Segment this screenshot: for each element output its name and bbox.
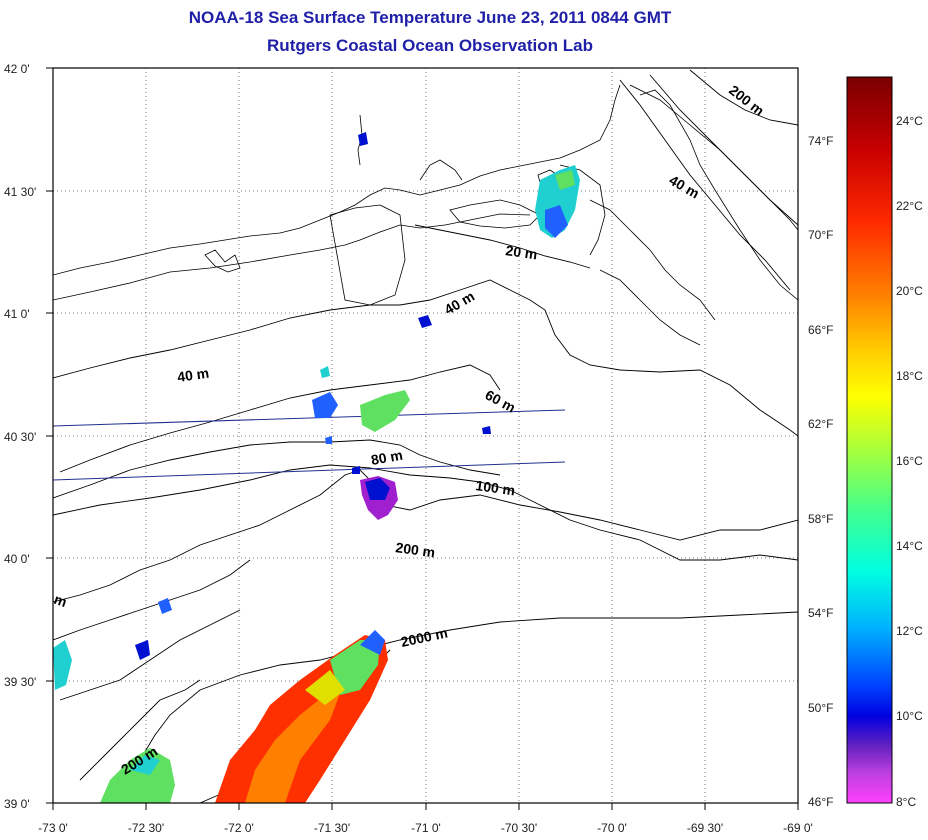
contour-label-100m: 100 m — [475, 477, 517, 498]
x-tick-label: -69 0' — [783, 821, 813, 835]
contour-label-40m-b: 40 m — [176, 365, 210, 385]
y-tick-label: 40 30' — [4, 430, 36, 444]
satellite-swath-lines — [53, 409, 566, 481]
y-tick-label: 40 0' — [4, 552, 30, 566]
x-axis-labels: -73 0' -72 30' -72 0' -71 30' -71 0' -70… — [38, 821, 813, 835]
y-axis-labels: 42 0' 41 30' 41 0' 40 30' 40 0' 39 30' 3… — [4, 62, 36, 811]
colorbar-celsius-label: 14°C — [896, 539, 923, 553]
contour-label-m-west: m — [52, 591, 69, 610]
colorbar-fahrenheit-label: 74°F — [808, 134, 833, 148]
x-tick-label: -72 30' — [128, 821, 164, 835]
contour-canyon — [79, 679, 201, 781]
axis-ticks — [46, 67, 799, 810]
colorbar-fahrenheit-labels: 74°F 70°F 66°F 62°F 58°F 54°F 50°F 46°F — [808, 134, 833, 809]
y-tick-label: 41 30' — [4, 185, 36, 199]
contour-label-200m: 200 m — [395, 539, 437, 560]
x-tick-label: -70 30' — [501, 821, 537, 835]
colorbar-celsius-label: 24°C — [896, 114, 923, 128]
contour-label-20m: 20 m — [505, 242, 539, 262]
y-tick-label: 42 0' — [4, 62, 30, 76]
colorbar-fahrenheit-label: 62°F — [808, 417, 833, 431]
contour-100m — [53, 464, 798, 561]
colorbar-fahrenheit-label: 54°F — [808, 606, 833, 620]
x-tick-label: -72 0' — [224, 821, 254, 835]
bathymetry-contours — [53, 69, 798, 803]
sst-patches — [53, 132, 580, 803]
x-tick-label: -73 0' — [38, 821, 68, 835]
contour-40m-north — [53, 279, 798, 437]
colorbar-celsius-label: 8°C — [896, 795, 916, 809]
colorbar-scale — [846, 76, 893, 804]
sst-patch-west-edge — [53, 640, 72, 690]
colorbar: 24°C 22°C 20°C 18°C 16°C 14°C 12°C 10°C … — [808, 76, 923, 809]
chart-subtitle: Rutgers Coastal Ocean Observation Lab — [267, 36, 593, 55]
contour-label-gom-200m: 200 m — [726, 82, 767, 119]
colorbar-fahrenheit-label: 58°F — [808, 512, 833, 526]
contour-200m-sw — [53, 559, 251, 641]
colorbar-celsius-label: 10°C — [896, 709, 923, 723]
sst-patch-mid — [360, 390, 410, 432]
y-tick-label: 39 30' — [4, 675, 36, 689]
colorbar-celsius-label: 16°C — [896, 454, 923, 468]
contour-label-2000m: 2000 m — [399, 624, 449, 650]
contour-label-group: 200 m 40 m 20 m 40 m 40 m 60 m 80 m 100 … — [52, 82, 767, 778]
contour-label-40m-a: 40 m — [442, 288, 478, 318]
x-tick-label: -71 0' — [411, 821, 441, 835]
contour-label-gom-40m: 40 m — [667, 172, 703, 202]
contour-80m — [53, 439, 501, 499]
colorbar-celsius-label: 20°C — [896, 284, 923, 298]
contour-label-80m: 80 m — [370, 447, 404, 468]
contour-label-60m: 60 m — [483, 387, 519, 416]
contour-20m — [414, 224, 591, 269]
x-tick-label: -69 30' — [687, 821, 723, 835]
y-tick-label: 39 0' — [4, 797, 30, 811]
colorbar-celsius-label: 22°C — [896, 199, 923, 213]
contour-gom-40 — [619, 79, 791, 291]
contour-gom-200 — [649, 74, 798, 226]
contour-200m — [53, 469, 798, 603]
contour-gom-2 — [689, 69, 798, 126]
colorbar-fahrenheit-label: 50°F — [808, 701, 833, 715]
x-tick-label: -70 0' — [597, 821, 627, 835]
contour-2000m — [119, 611, 798, 791]
colorbar-celsius-labels: 24°C 22°C 20°C 18°C 16°C 14°C 12°C 10°C … — [896, 114, 923, 809]
y-tick-label: 41 0' — [4, 307, 30, 321]
colorbar-celsius-label: 12°C — [896, 624, 923, 638]
colorbar-fahrenheit-label: 46°F — [808, 795, 833, 809]
contour-60m — [59, 364, 501, 473]
chart-title: NOAA-18 Sea Surface Temperature June 23,… — [188, 8, 672, 27]
colorbar-fahrenheit-label: 66°F — [808, 323, 833, 337]
contour-offshelf — [59, 609, 241, 701]
colorbar-fahrenheit-label: 70°F — [808, 228, 833, 242]
colorbar-celsius-label: 18°C — [896, 369, 923, 383]
x-tick-label: -71 30' — [314, 821, 350, 835]
coastline — [53, 84, 798, 346]
